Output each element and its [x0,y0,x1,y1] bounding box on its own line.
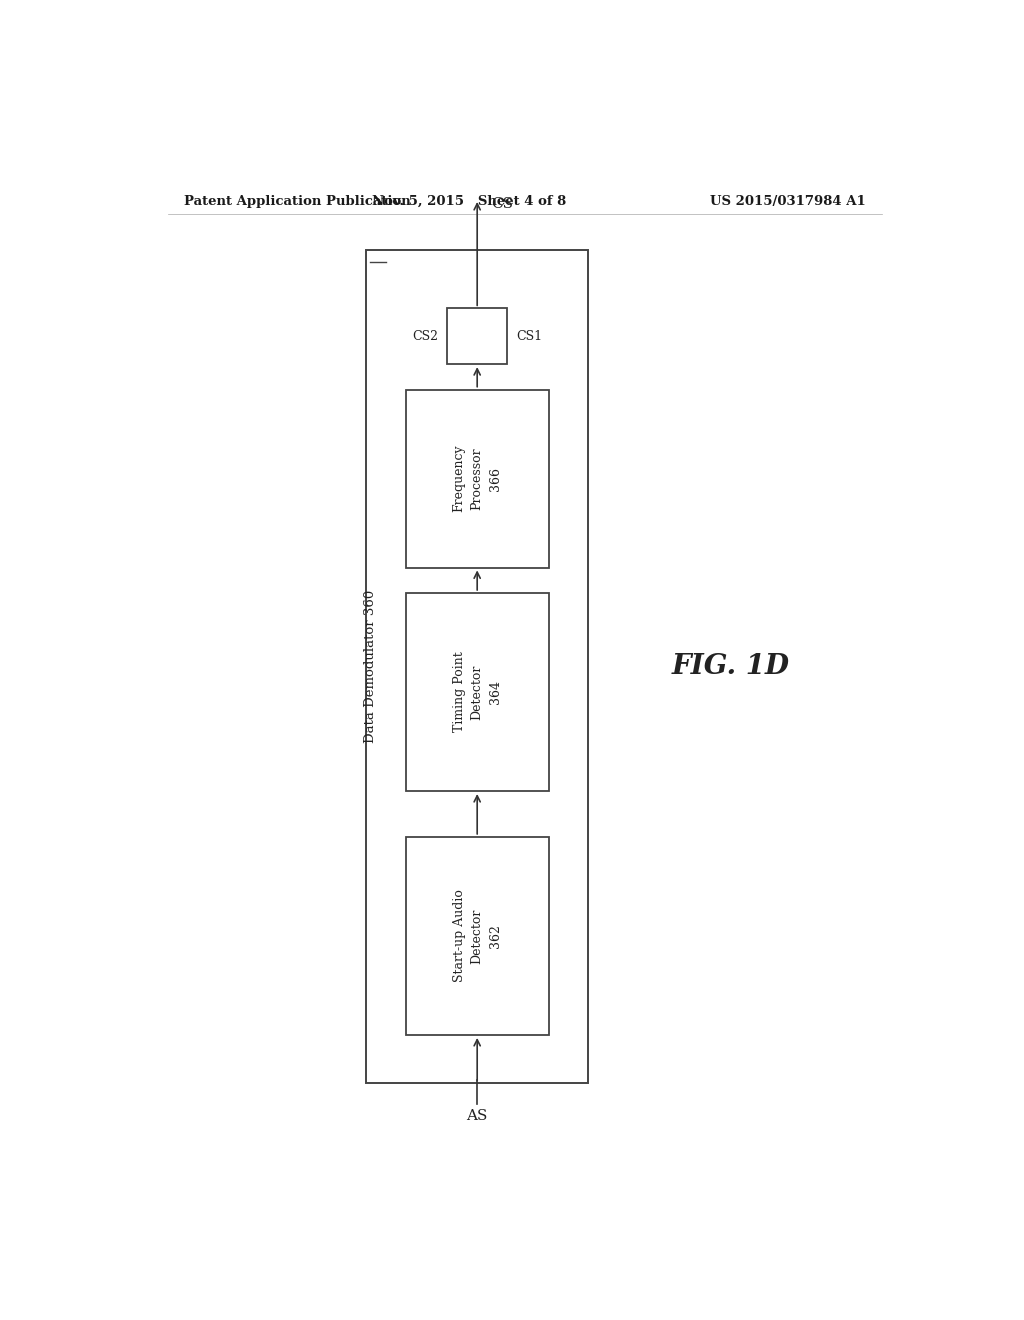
Text: Frequency
Processor
366: Frequency Processor 366 [453,445,502,512]
Text: CS2: CS2 [412,330,438,343]
Text: FIG. 1D: FIG. 1D [672,653,791,680]
Bar [406,837,549,1035]
Text: AS: AS [467,1109,487,1123]
Text: Timing Point
Detector
364: Timing Point Detector 364 [453,652,502,733]
Bar [406,593,549,791]
Text: Start-up Audio
Detector
362: Start-up Audio Detector 362 [453,890,502,982]
Bar [447,309,507,364]
Bar [406,389,549,568]
Bar [367,249,588,1084]
Text: Patent Application Publication: Patent Application Publication [183,194,411,207]
Text: Data Demodulator 360: Data Demodulator 360 [364,590,377,743]
Text: US 2015/0317984 A1: US 2015/0317984 A1 [711,194,866,207]
Text: CS1: CS1 [516,330,543,343]
Text: CS: CS [492,197,513,211]
Text: Nov. 5, 2015   Sheet 4 of 8: Nov. 5, 2015 Sheet 4 of 8 [372,194,566,207]
